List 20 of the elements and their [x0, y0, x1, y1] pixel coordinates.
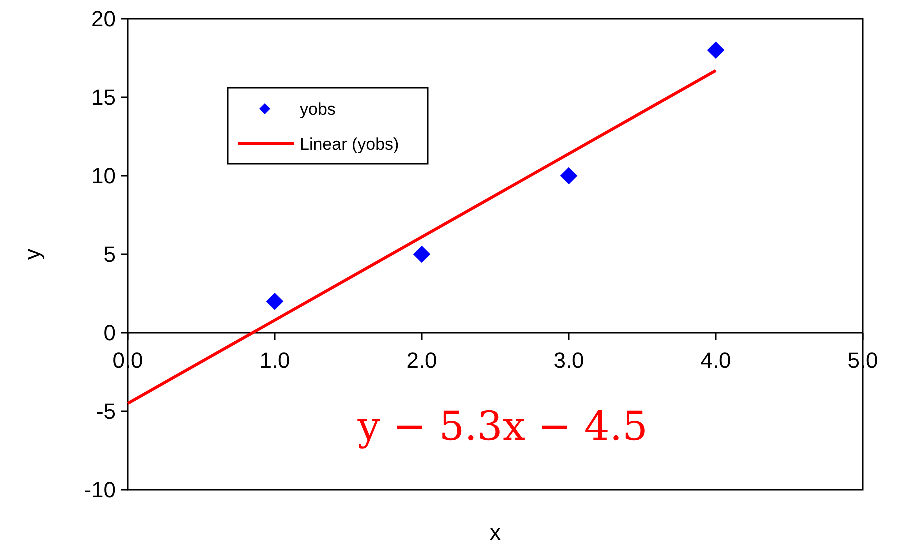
y-tick-label: 20 [92, 6, 116, 32]
y-tick-label: 5 [104, 242, 116, 268]
y-tick-label: -5 [96, 399, 116, 424]
y-tick-label: 0 [104, 320, 116, 346]
point [266, 292, 284, 310]
y-tick-label: 10 [92, 164, 116, 189]
x-tick-label: 4.0 [700, 348, 732, 373]
point [707, 42, 725, 60]
x-axis-title: x [490, 520, 501, 545]
x-tick-label: 1.0 [260, 348, 290, 373]
point [413, 246, 431, 264]
x-tick-label: 2.0 [406, 348, 438, 373]
x-tick-label: 3.0 [554, 348, 584, 373]
y-tick-label: 15 [92, 85, 116, 110]
annotation: y − 5.3x − 4.5 [356, 404, 648, 450]
legend-label: yobs [300, 100, 336, 119]
legend-label: Linear (yobs) [300, 134, 400, 154]
y-axis-title: y [20, 249, 45, 260]
y-tick-label: -10 [84, 478, 116, 503]
point [560, 167, 578, 185]
